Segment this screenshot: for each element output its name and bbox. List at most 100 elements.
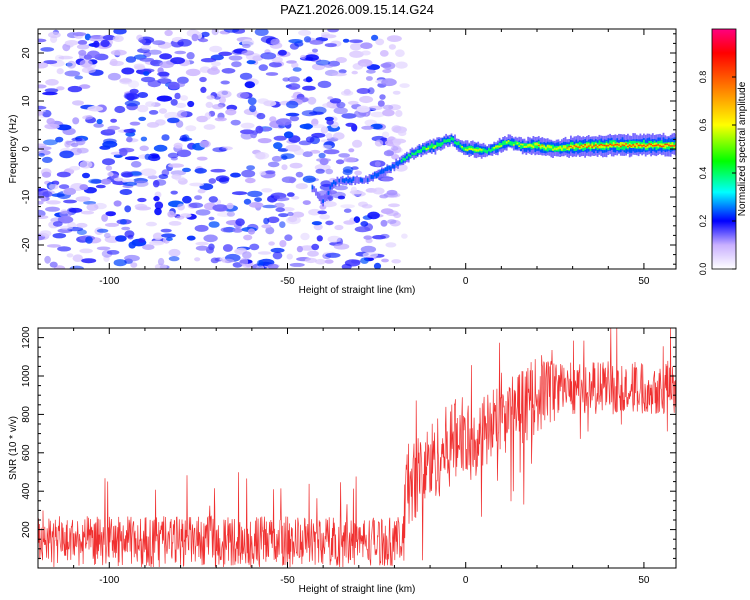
- spectrogram-ridge-cell: [653, 145, 656, 147]
- spectrogram-noise-cell: [302, 151, 313, 158]
- spectrogram-noise-cell: [39, 230, 52, 237]
- spectrogram-ridge-cell: [520, 144, 522, 149]
- spectrogram-ridge-cell: [648, 143, 651, 148]
- spectrogram-noise-cell: [324, 43, 337, 48]
- spectrogram-noise-cell: [310, 124, 325, 129]
- spectrogram-noise-cell: [313, 223, 323, 231]
- spectrogram-ridge-cell: [345, 177, 348, 182]
- spectrogram-ridge-cell: [436, 142, 439, 147]
- snr-x-tick-label: 50: [638, 575, 650, 586]
- spectrogram-ridge-cell: [530, 144, 533, 148]
- spectrogram-noise-cell: [257, 251, 272, 255]
- spectrogram-noise-cell: [256, 112, 266, 120]
- snr-y-tick-label: 1200: [21, 326, 32, 349]
- spectrogram-noise-cell: [114, 105, 126, 114]
- spectrogram-noise-cell: [318, 152, 326, 159]
- spectrogram-noise-cell: [38, 146, 52, 151]
- spectrogram-noise-cell: [137, 197, 147, 203]
- spectrogram-noise-cell: [221, 258, 235, 264]
- spectrogram-noise-cell: [211, 29, 219, 36]
- spectrogram-noise-cell: [275, 207, 286, 213]
- spectrogram-noise-cell: [255, 125, 264, 134]
- spectrogram-ridge-cell: [623, 142, 626, 151]
- spectrogram-noise-cell: [177, 110, 188, 118]
- spectrogram-noise-cell: [128, 80, 140, 88]
- spectrogram-noise-cell: [182, 195, 192, 204]
- spectrogram-noise-cell: [104, 222, 120, 227]
- spectrogram-noise-cell: [129, 121, 141, 126]
- spectrogram-ridge-cell: [473, 148, 476, 151]
- spectrogram-ridge-cell: [546, 144, 549, 148]
- spectrogram-x-tick-label: -100: [99, 276, 119, 287]
- spectrogram-noise-cell: [92, 40, 100, 48]
- spectrogram-noise-cell: [56, 171, 71, 178]
- snr-panel: -100 -50 0 50 200 400 600 800 1000 1200 Height o…: [8, 326, 677, 595]
- spectrogram-noise-cell: [161, 134, 170, 141]
- spectrogram-ridge-cell: [479, 148, 481, 151]
- spectrogram-noise-cell: [283, 131, 294, 139]
- spectrogram-noise-cell: [360, 221, 369, 227]
- spectrogram-ridge-cell: [664, 143, 667, 146]
- spectrogram-ridge-cell: [454, 141, 456, 144]
- spectrogram-noise-cell: [78, 49, 87, 56]
- spectrogram-noise-cell: [195, 241, 209, 246]
- spectrogram-ridge-cell: [627, 145, 629, 148]
- spectrogram-ridge-cell: [646, 144, 649, 149]
- spectrogram-noise-cell: [96, 228, 109, 233]
- spectrogram-noise-cell: [81, 67, 96, 74]
- spectrogram-noise-cell: [247, 97, 257, 106]
- spectrogram-noise-cell: [79, 248, 93, 254]
- spectrogram-noise-cell: [381, 78, 397, 87]
- spectrogram-ridge-cell: [482, 148, 485, 152]
- spectrogram-x-tick-label: 50: [638, 276, 650, 287]
- spectrogram-ridge-cell: [520, 143, 522, 146]
- spectrogram-noise-cell: [46, 118, 55, 125]
- spectrogram-noise-cell: [231, 191, 248, 196]
- spectrogram-noise-cell: [326, 119, 334, 125]
- spectrogram-noise-cell: [309, 39, 324, 45]
- spectrogram-noise-cell: [296, 245, 303, 253]
- spectrogram-ridge-cell: [584, 143, 586, 148]
- spectrogram-noise-cell: [122, 181, 138, 186]
- spectrogram-ridge-cell: [587, 143, 590, 147]
- spectrogram-noise-cell: [333, 107, 348, 115]
- spectrogram-noise-cell: [223, 29, 240, 33]
- spectrogram-ridge-cell: [414, 151, 417, 155]
- spectrogram-noise-cell: [59, 210, 72, 218]
- spectrogram-noise-cell: [289, 262, 305, 267]
- spectrogram-noise-cell: [375, 38, 385, 46]
- spectrogram-noise-cell: [354, 170, 362, 176]
- spectrogram-noise-cell: [380, 63, 392, 68]
- spectrogram-ridge-cell: [425, 143, 428, 151]
- spectrogram-ridge-cell: [571, 145, 574, 149]
- spectrogram-noise-cell: [188, 202, 204, 209]
- spectrogram-noise-cell: [323, 149, 340, 155]
- spectrogram-ridge-cell: [614, 143, 617, 148]
- spectrogram-ridge-cell: [370, 174, 373, 179]
- spectrogram-noise-cell: [134, 65, 146, 70]
- spectrogram-ridge-cell: [589, 144, 592, 149]
- spectrogram-ridge-cell: [507, 140, 510, 142]
- spectrogram-noise-cell: [100, 178, 112, 185]
- spectrogram-ridge-cell: [575, 144, 578, 151]
- spectrogram-noise-cell: [315, 59, 331, 66]
- spectrogram-noise-cell: [350, 43, 362, 51]
- spectrogram-ridge-cell: [320, 196, 323, 205]
- spectrogram-noise-cell: [152, 180, 160, 188]
- spectrogram-noise-cell: [196, 156, 208, 161]
- spectrogram-ridge-cell: [612, 142, 615, 146]
- spectrogram-noise-cell: [101, 214, 108, 222]
- spectrogram-noise-cell: [44, 88, 59, 93]
- spectrogram-noise-cell: [129, 88, 139, 94]
- spectrogram-ridge-cell: [315, 188, 317, 196]
- spectrogram-noise-cell: [95, 184, 106, 189]
- spectrogram-noise-cell: [247, 190, 263, 198]
- spectrogram-ridge-cell: [655, 144, 658, 147]
- spectrogram-noise-cell: [287, 211, 294, 217]
- spectrogram-ridge-cell: [537, 144, 540, 146]
- spectrogram-ridge-cell: [429, 145, 431, 149]
- spectrogram-ridge-cell: [459, 144, 462, 148]
- spectrogram-noise-cell: [225, 108, 237, 116]
- spectrogram-ridge-cell: [420, 149, 423, 153]
- spectrogram-ridge: [311, 132, 676, 207]
